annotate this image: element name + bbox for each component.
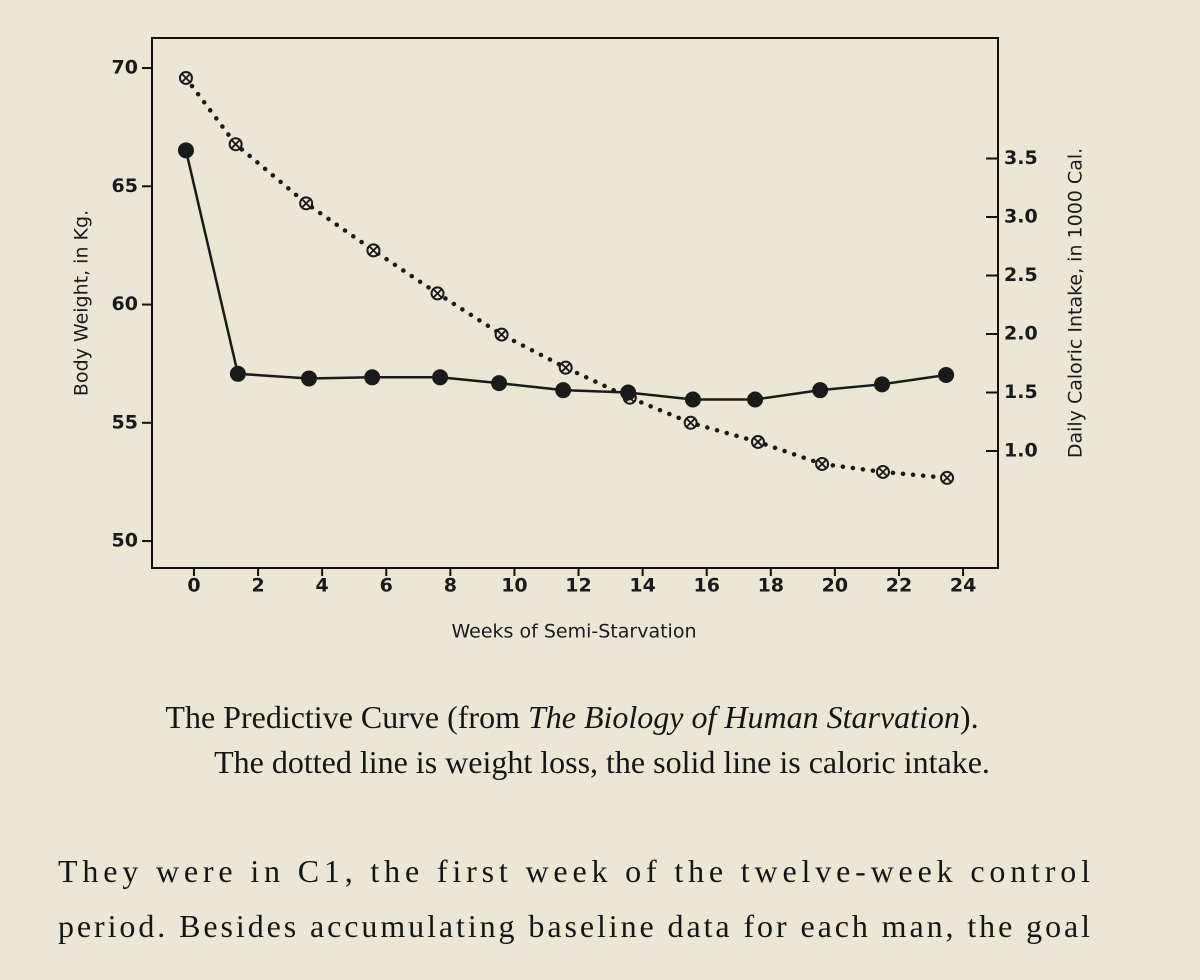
- point: [301, 370, 318, 387]
- point: [178, 70, 193, 85]
- point: [366, 243, 381, 258]
- body-line: period. Besides accumulating baseline da…: [58, 908, 1090, 944]
- x-tick-label: 8: [444, 575, 457, 597]
- x-tick-label: 20: [822, 575, 848, 597]
- y-axis-label: Body Weight, in Kg.: [71, 210, 93, 396]
- point-part: [753, 437, 763, 447]
- point: [747, 391, 764, 408]
- body-line: They were in C1, the first week of the t…: [58, 853, 1090, 889]
- point: [684, 391, 701, 408]
- caption: The Predictive Curve (from The Biology o…: [165, 699, 978, 735]
- x-tick-label: 0: [187, 575, 200, 597]
- x-tick-label: 6: [380, 575, 393, 597]
- x-tick-label: 14: [629, 575, 655, 597]
- y2-axis-label: Daily Caloric Intake, in 1000 Cal.: [1065, 148, 1087, 458]
- caption-text: ).: [960, 699, 979, 735]
- x-tick-label: 12: [565, 575, 591, 597]
- point-part: [231, 139, 241, 149]
- point-part: [561, 363, 571, 373]
- x-tick-label: 10: [501, 575, 527, 597]
- point: [875, 464, 890, 479]
- y2-tick-label: 3.5: [1004, 147, 1038, 169]
- point-part: [368, 245, 379, 256]
- point: [494, 327, 509, 342]
- y2-tick-label: 1.0: [1004, 440, 1038, 462]
- x-tick-label: 16: [693, 575, 719, 597]
- point-part: [686, 418, 696, 428]
- point: [812, 382, 829, 399]
- point: [620, 384, 637, 401]
- y-tick-label: 70: [112, 57, 138, 79]
- y-tick-label: 65: [112, 175, 138, 197]
- point: [938, 366, 955, 383]
- point-part: [878, 467, 888, 477]
- point: [299, 196, 314, 211]
- point: [683, 415, 698, 430]
- point-part: [496, 329, 507, 340]
- y2-tick-label: 2.5: [1004, 264, 1038, 286]
- y-tick-label: 60: [112, 293, 138, 315]
- point-part: [181, 73, 191, 83]
- point: [228, 137, 243, 152]
- caption-note: The dotted line is weight loss, the soli…: [214, 744, 990, 780]
- x-tick-label: 18: [758, 575, 784, 597]
- point-part: [817, 459, 827, 469]
- point: [940, 470, 955, 485]
- x-tick-label: 4: [316, 575, 329, 597]
- point: [229, 365, 246, 382]
- caption-text: The Predictive Curve (from: [165, 699, 528, 735]
- point: [815, 456, 830, 471]
- y-tick-label: 55: [112, 411, 138, 433]
- plot-frame: [151, 37, 999, 569]
- point: [558, 360, 573, 375]
- y2-tick-label: 2.0: [1004, 323, 1038, 345]
- point: [750, 434, 765, 449]
- x-tick-label: 2: [251, 575, 264, 597]
- point: [177, 142, 194, 159]
- y2-tick-label: 1.5: [1004, 381, 1038, 403]
- x-tick-label: 22: [886, 575, 912, 597]
- point-part: [432, 288, 443, 299]
- point-part: [942, 473, 952, 483]
- point: [873, 376, 890, 393]
- point: [491, 375, 508, 392]
- point: [430, 286, 445, 301]
- point: [555, 382, 572, 399]
- point: [432, 369, 449, 386]
- x-axis-label: Weeks of Semi-Starvation: [452, 621, 697, 643]
- point-part: [301, 198, 311, 208]
- caption-title: The Biology of Human Starvation: [528, 699, 960, 735]
- y-tick-label: 50: [112, 530, 138, 552]
- y2-tick-label: 3.0: [1004, 206, 1038, 228]
- x-tick-label: 24: [950, 575, 976, 597]
- point: [364, 369, 381, 386]
